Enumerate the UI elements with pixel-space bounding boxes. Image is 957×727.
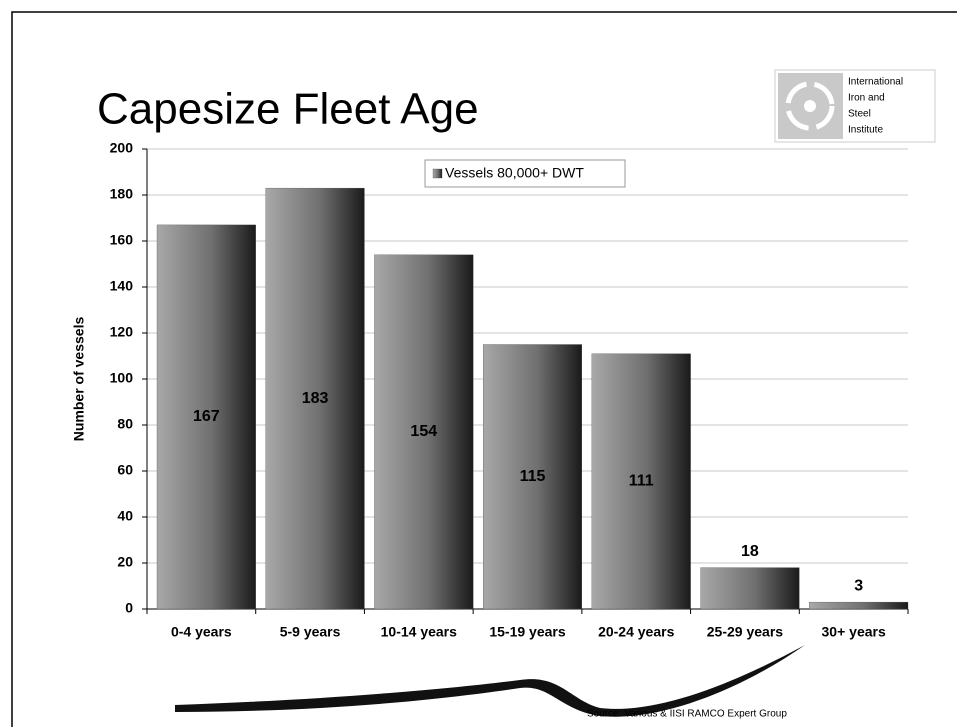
bar <box>809 601 909 610</box>
bar <box>156 224 256 610</box>
y-tick-label: 200 <box>110 140 134 156</box>
y-tick-label: 120 <box>110 324 134 340</box>
legend-label: Vessels 80,000+ DWT <box>445 165 584 181</box>
data-label: 3 <box>854 577 863 594</box>
logo-line: Steel <box>848 109 871 120</box>
x-tick-label: 25-29 years <box>707 624 784 640</box>
y-tick-label: 160 <box>110 232 134 248</box>
logo <box>774 69 936 143</box>
legend-swatch <box>432 168 443 179</box>
x-tick-label: 0-4 years <box>171 624 232 640</box>
y-tick-label: 20 <box>117 554 133 570</box>
y-tick-label: 80 <box>117 416 133 432</box>
data-label: 154 <box>410 423 437 440</box>
logo-ring <box>785 81 835 131</box>
bar <box>700 567 800 610</box>
legend-box <box>424 159 626 188</box>
data-label: 111 <box>629 473 654 490</box>
bar <box>591 353 691 610</box>
y-tick-label: 40 <box>117 508 133 524</box>
data-label: 115 <box>520 468 546 485</box>
logo-text: International Iron and Steel Institute <box>848 77 903 136</box>
y-tick-label: 140 <box>110 278 134 294</box>
decorative-swoosh <box>175 645 805 717</box>
slide-frame <box>11 11 957 727</box>
x-tick-label: 10-14 years <box>381 624 458 640</box>
data-label: 183 <box>302 390 329 407</box>
data-label: 167 <box>193 408 220 425</box>
logo-line: Iron and <box>848 93 885 104</box>
bar <box>482 344 583 610</box>
logo-dot <box>804 100 816 112</box>
x-tick-label: 30+ years <box>822 624 886 640</box>
x-tick-label: 15-19 years <box>489 624 566 640</box>
chart-title: Capesize Fleet Age <box>97 85 479 134</box>
logo-line: International <box>848 77 903 88</box>
bar <box>265 187 365 610</box>
y-tick-label: 60 <box>117 462 133 478</box>
x-tick-label: 20-24 years <box>598 624 675 640</box>
logo-line: Institute <box>848 125 883 136</box>
bar <box>374 254 474 610</box>
y-axis-label: Number of vessels <box>71 317 87 442</box>
y-tick-label: 0 <box>125 600 133 616</box>
source-note: Source: Various & IISI RAMCO Expert Grou… <box>587 709 787 720</box>
x-tick-label: 5-9 years <box>280 624 341 640</box>
y-tick-label: 180 <box>110 186 134 202</box>
data-label: 18 <box>741 543 759 560</box>
y-tick-label: 100 <box>110 370 134 386</box>
